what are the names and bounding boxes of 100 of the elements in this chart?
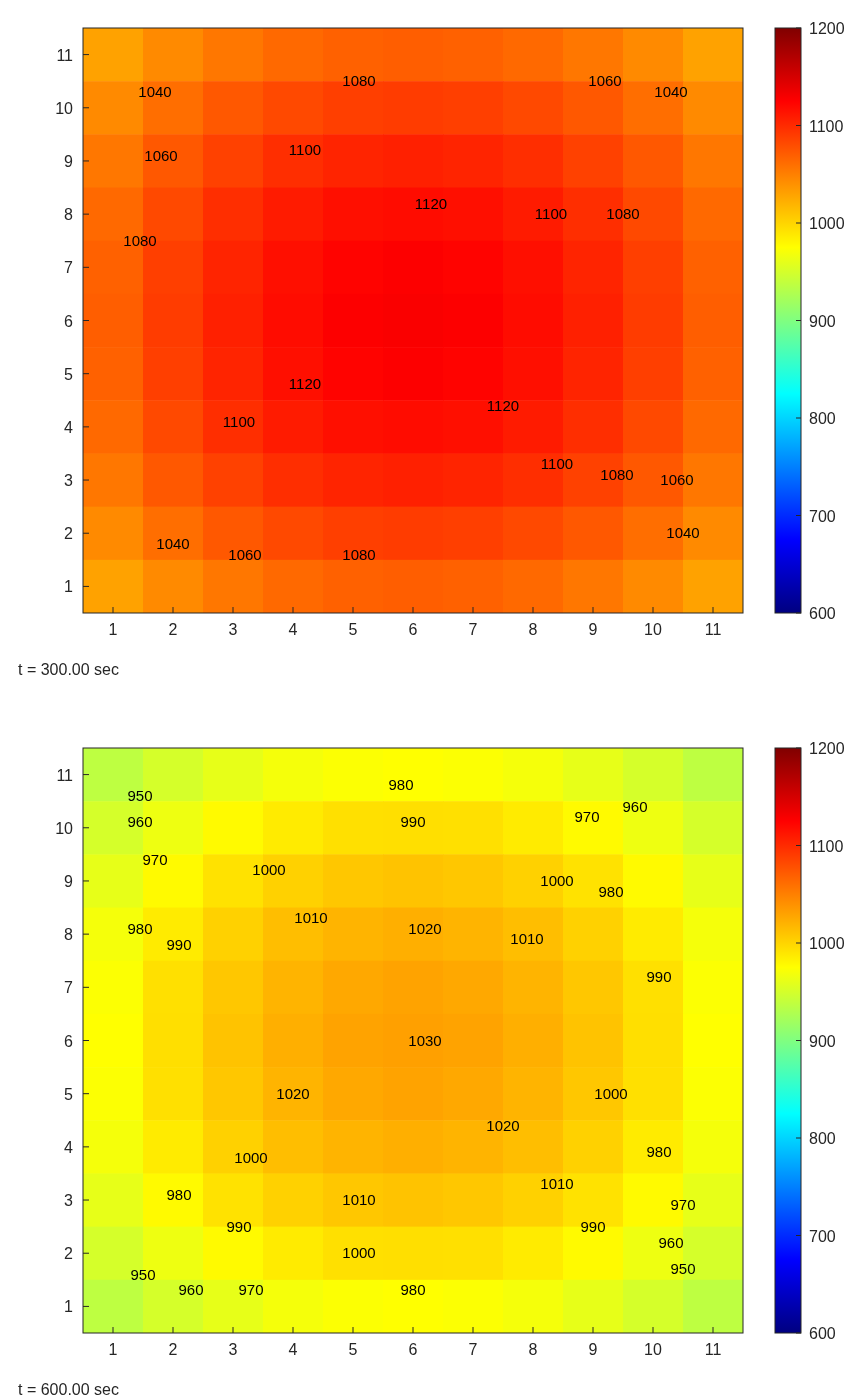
annotation: 1040 — [666, 524, 700, 542]
y-tick-label: 9 — [64, 152, 74, 170]
x-tick-label: 4 — [288, 1341, 298, 1358]
x-tick-label: 10 — [644, 621, 662, 638]
annotation: 990 — [226, 1217, 252, 1235]
color-bar-label: 1000 — [809, 935, 845, 952]
y-tick-label: 11 — [56, 766, 74, 784]
y-tick-label: 9 — [64, 872, 74, 890]
annotation: 1100 — [288, 141, 322, 159]
annotation: 970 — [142, 850, 168, 868]
annotation: 990 — [646, 967, 672, 985]
annotation: 990 — [580, 1217, 606, 1235]
y-tick-label: 3 — [64, 472, 74, 490]
y-tick-label: 4 — [64, 418, 74, 436]
color-bar-label: 600 — [809, 1325, 836, 1342]
color-bar-label: 700 — [809, 507, 836, 525]
x-tick-label: 9 — [588, 1341, 598, 1358]
y-tick-label: 6 — [64, 1032, 74, 1050]
y-tick-label: 6 — [64, 312, 74, 330]
annotation: 1080 — [606, 205, 640, 223]
x-tick-label: 3 — [228, 621, 238, 638]
y-tick-label: 7 — [64, 979, 74, 997]
x-tick-label: 3 — [228, 1341, 238, 1358]
y-tick-label: 1 — [64, 1298, 74, 1316]
y-tick-label: 7 — [64, 259, 74, 277]
annotation: 1120 — [288, 375, 322, 393]
annotation: 1080 — [123, 231, 157, 249]
annotation: 1060 — [588, 72, 622, 90]
annotation: 1060 — [228, 545, 262, 563]
annotation: 960 — [178, 1281, 204, 1299]
color-bar-label: 800 — [809, 410, 836, 427]
y-tick-label: 5 — [64, 365, 74, 383]
annotation: 1010 — [510, 930, 544, 948]
color-bar-label: 800 — [809, 1130, 836, 1147]
color-bar-label: 1100 — [809, 117, 844, 135]
x-tick-label: 6 — [408, 1341, 418, 1358]
annotation: 1010 — [342, 1191, 376, 1209]
annotation: 950 — [130, 1265, 156, 1283]
annotation: 1040 — [138, 82, 172, 100]
annotation: 1060 — [660, 471, 694, 489]
color-bar-label: 1000 — [809, 215, 845, 232]
annotation: 970 — [574, 808, 600, 826]
x-tick-label: 8 — [528, 621, 538, 638]
y-tick-label: 4 — [64, 1138, 74, 1156]
x-tick-label: 1 — [108, 1341, 118, 1358]
y-tick-label: 11 — [56, 46, 74, 64]
annotation: 1000 — [342, 1244, 376, 1262]
annotation: 950 — [127, 786, 153, 804]
annotation: 980 — [388, 776, 414, 794]
text: t = 300.00 sec — [18, 661, 119, 678]
x-tick-label: 7 — [468, 1341, 478, 1358]
x-tick-label: 4 — [288, 621, 298, 638]
annotation: 960 — [127, 813, 153, 831]
x-tick-label: 7 — [468, 621, 478, 638]
annotation: 950 — [670, 1260, 696, 1278]
annotation: 1020 — [408, 919, 442, 937]
annotation: 1000 — [540, 871, 574, 889]
annotation: 980 — [127, 919, 153, 937]
annotation: 1100 — [222, 412, 256, 430]
y-tick-label: 10 — [55, 99, 74, 117]
x-tick-label: 8 — [528, 1341, 538, 1358]
color-bar-label: 1200 — [809, 740, 845, 757]
color-bar-label: 900 — [809, 1032, 836, 1050]
annotation: 1010 — [540, 1175, 574, 1193]
annotation: 1080 — [342, 72, 376, 90]
x-tick-label: 11 — [704, 621, 722, 638]
annotation: 1080 — [600, 465, 634, 483]
x-tick-label: 11 — [704, 1341, 722, 1358]
annotation: 1020 — [486, 1116, 520, 1134]
y-tick-label: 8 — [64, 206, 74, 224]
x-tick-label: 5 — [348, 621, 358, 638]
color-bar-label: 1200 — [809, 20, 845, 37]
annotation: 1030 — [408, 1031, 442, 1049]
annotation: 990 — [400, 813, 426, 831]
y-tick-label: 10 — [55, 819, 74, 837]
annotation: 1060 — [144, 146, 178, 164]
annotation: 970 — [238, 1281, 264, 1299]
color-bar-label: 900 — [809, 312, 836, 330]
annotation: 980 — [166, 1185, 192, 1203]
annotation: 980 — [646, 1143, 672, 1161]
annotation: 970 — [670, 1196, 696, 1214]
color-bar-label: 600 — [809, 605, 836, 622]
annotation: 1000 — [594, 1084, 628, 1102]
y-tick-label: 5 — [64, 1085, 74, 1103]
annotation: 1000 — [252, 861, 286, 879]
annotation: 1020 — [276, 1084, 310, 1102]
text: t = 600.00 sec — [18, 1381, 119, 1397]
annotation: 960 — [658, 1233, 684, 1251]
annotation: 980 — [400, 1281, 426, 1299]
x-tick-label: 10 — [644, 1341, 662, 1358]
annotation: 1080 — [342, 545, 376, 563]
annotation: 1040 — [156, 534, 190, 552]
x-tick-label: 2 — [168, 621, 178, 638]
annotation: 1100 — [534, 205, 568, 223]
y-tick-label: 8 — [64, 926, 74, 944]
y-tick-label: 2 — [64, 525, 74, 543]
color-bar-label: 1100 — [809, 837, 844, 855]
annotation: 1100 — [540, 455, 574, 473]
color-bar-label: 700 — [809, 1227, 836, 1245]
y-tick-label: 3 — [64, 1192, 74, 1210]
